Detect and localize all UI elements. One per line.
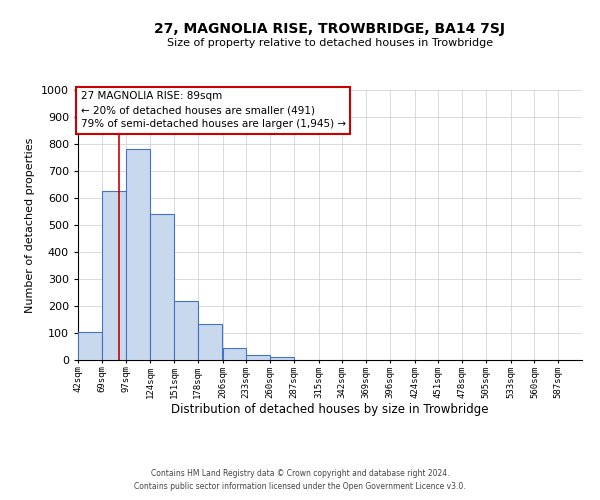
Bar (270, 358, 294, 360)
Text: 27 MAGNOLIA RISE: 89sqm
← 20% of detached houses are smaller (491)
79% of semi-d: 27 MAGNOLIA RISE: 89sqm ← 20% of detache… (80, 92, 346, 130)
Bar (174, 300, 198, 360)
Bar (78, 332, 102, 360)
Text: Contains public sector information licensed under the Open Government Licence v3: Contains public sector information licen… (134, 482, 466, 491)
Bar (246, 354, 270, 360)
Bar (127, 150, 150, 360)
Text: Contains HM Land Registry data © Crown copyright and database right 2024.: Contains HM Land Registry data © Crown c… (151, 468, 449, 477)
Bar (150, 214, 174, 360)
Y-axis label: Number of detached properties: Number of detached properties (25, 138, 35, 312)
Text: Size of property relative to detached houses in Trowbridge: Size of property relative to detached ho… (167, 38, 493, 48)
Bar (102, 191, 125, 360)
Bar (198, 324, 221, 360)
Text: 27, MAGNOLIA RISE, TROWBRIDGE, BA14 7SJ: 27, MAGNOLIA RISE, TROWBRIDGE, BA14 7SJ (155, 22, 505, 36)
X-axis label: Distribution of detached houses by size in Trowbridge: Distribution of detached houses by size … (171, 404, 489, 416)
Bar (223, 348, 246, 360)
